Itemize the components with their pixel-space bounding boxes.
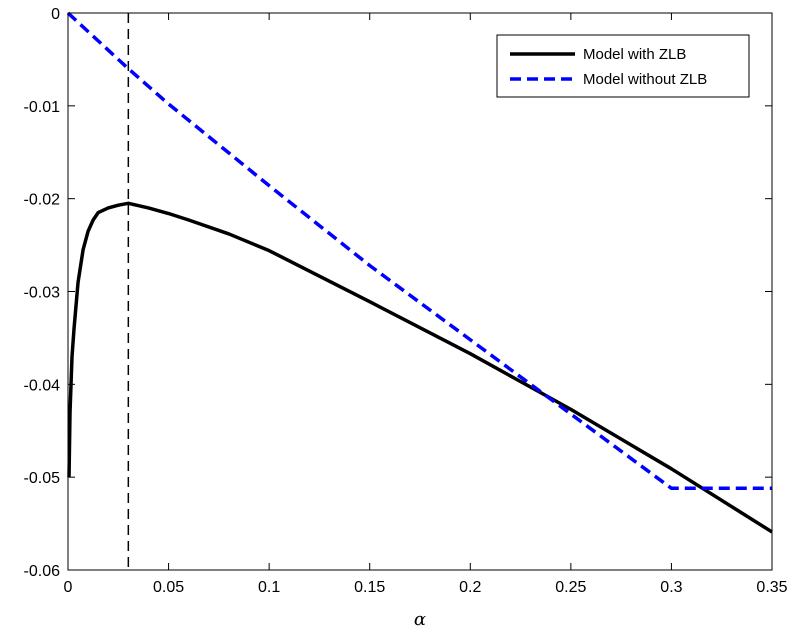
x-tick-label: 0.15: [354, 579, 385, 596]
y-tick-label: -0.02: [24, 192, 61, 209]
x-axis: 0 0.05 0.1 0.15 0.2 0.25 0.3 0.35: [64, 13, 788, 596]
x-tick-label: 0.2: [459, 579, 481, 596]
x-tick-label: 0.25: [555, 579, 586, 596]
series-line-model-without-zlb: [66, 11, 772, 491]
legend-label-model-without-zlb: Model without ZLB: [583, 71, 707, 88]
y-tick-label: -0.04: [24, 377, 61, 394]
legend-label-model-with-zlb: Model with ZLB: [583, 46, 686, 63]
x-tick-label: 0.05: [153, 579, 184, 596]
y-tick-label: -0.05: [24, 470, 61, 487]
y-tick-label: -0.06: [24, 563, 61, 580]
series-layer: [66, 11, 773, 534]
series-line-model-with-zlb: [67, 201, 773, 534]
y-tick-label: 0: [51, 6, 60, 23]
x-axis-label: α: [414, 609, 426, 630]
x-tick-label: 0: [64, 579, 73, 596]
y-tick-label: -0.03: [24, 285, 61, 302]
legend-box: [496, 34, 750, 98]
legend: Model with ZLB Model without ZLB: [496, 34, 750, 98]
y-axis: -0.06 -0.05 -0.04 -0.03 -0.02 -0.01 0: [24, 6, 772, 580]
x-tick-label: 0.3: [660, 579, 682, 596]
y-tick-label: -0.01: [24, 99, 61, 116]
x-tick-label: 0.35: [756, 579, 787, 596]
x-tick-label: 0.1: [258, 579, 280, 596]
